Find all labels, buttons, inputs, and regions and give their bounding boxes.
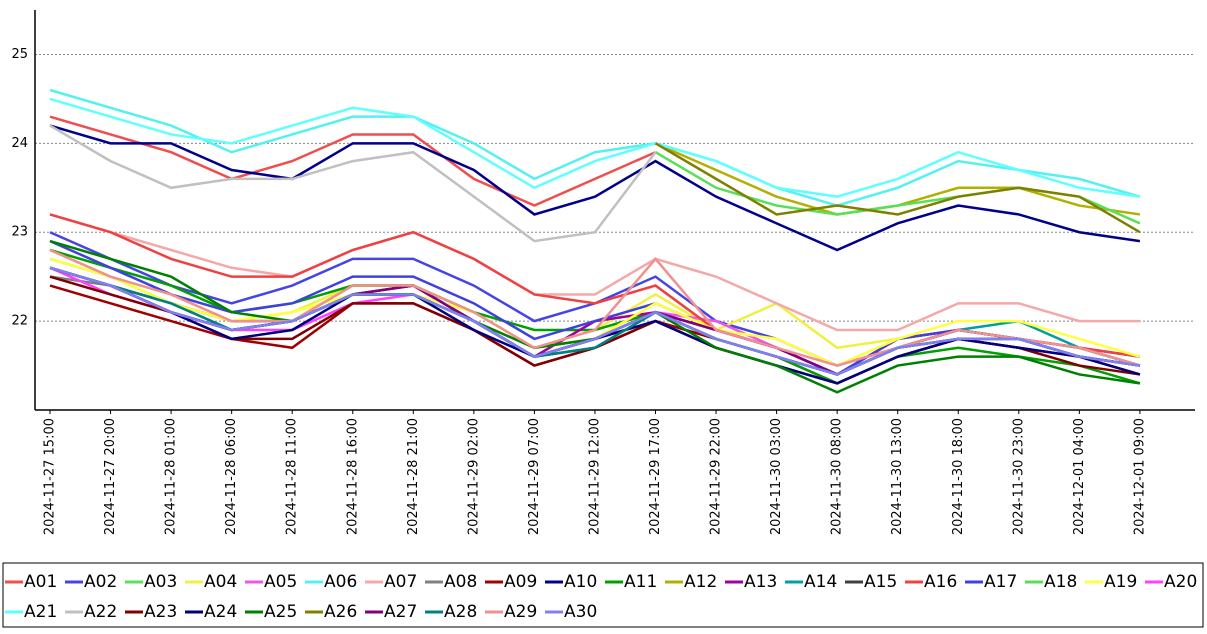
legend-label: A01 xyxy=(24,572,57,592)
legend-label: A17 xyxy=(984,572,1017,592)
legend-label: A09 xyxy=(504,572,537,592)
x-tick-label: 2024-12-01 09:00 xyxy=(1132,418,1147,535)
series-line xyxy=(49,248,1141,367)
x-tick-label: 2024-11-30 18:00 xyxy=(951,418,966,535)
legend-label: A16 xyxy=(924,572,957,592)
legend-label: A03 xyxy=(144,572,177,592)
x-tick-label: 2024-11-29 22:00 xyxy=(709,418,724,535)
x-tick-label: 2024-11-27 15:00 xyxy=(43,418,58,535)
legend-label: A15 xyxy=(864,572,897,592)
series-line xyxy=(654,142,1141,234)
legend-label: A06 xyxy=(324,572,357,592)
legend-label: A07 xyxy=(384,572,417,592)
x-tick-label: 2024-11-29 02:00 xyxy=(466,418,481,535)
legend-label: A30 xyxy=(564,602,597,622)
series-line xyxy=(49,231,1141,367)
legend-label: A29 xyxy=(504,602,537,622)
legend-label: A20 xyxy=(1164,572,1197,592)
legend-label: A05 xyxy=(264,572,297,592)
y-tick-label: 24 xyxy=(11,136,28,151)
legend-label: A14 xyxy=(804,572,837,592)
legend-label: A25 xyxy=(264,602,297,622)
x-tick-label: 2024-11-28 06:00 xyxy=(224,418,239,535)
series-line xyxy=(49,115,657,207)
legend-label: A22 xyxy=(84,602,117,622)
legend-label: A18 xyxy=(1044,572,1077,592)
x-tick-label: 2024-11-30 03:00 xyxy=(769,418,784,535)
y-tick-label: 23 xyxy=(11,225,28,240)
series-line xyxy=(49,97,1141,198)
legend: A01 A02 A03 A04 A05 A06 A07 A08 A09 A10 A11 A12 A13 A… xyxy=(5,572,1197,622)
legend-label: A02 xyxy=(84,572,117,592)
legend-label: A11 xyxy=(624,572,657,592)
legend-label: A27 xyxy=(384,602,417,622)
series-line xyxy=(49,266,1141,376)
legend-box xyxy=(2,562,1204,628)
x-tick-label: 2024-11-28 16:00 xyxy=(345,418,360,535)
x-tick-label: 2024-11-28 11:00 xyxy=(285,418,300,535)
x-tick-label: 2024-12-01 04:00 xyxy=(1072,418,1087,535)
legend-label: A24 xyxy=(204,602,237,622)
x-tick-label: 2024-11-29 17:00 xyxy=(648,418,663,535)
x-tick-label: 2024-11-30 08:00 xyxy=(830,418,845,535)
x-tick-label: 2024-11-28 01:00 xyxy=(164,418,179,535)
x-tick-label: 2024-11-29 07:00 xyxy=(527,418,542,535)
x-tick-label: 2024-11-27 20:00 xyxy=(103,418,118,535)
x-tick-label: 2024-11-29 12:00 xyxy=(587,418,602,535)
series-line xyxy=(49,124,657,243)
x-tick-label: 2024-11-28 21:00 xyxy=(406,418,421,535)
legend-label: A21 xyxy=(24,602,57,622)
legend-label: A10 xyxy=(564,572,597,592)
x-tick-label: 2024-11-30 13:00 xyxy=(890,418,905,535)
y-tick-label: 22 xyxy=(11,314,28,329)
legend-label: A23 xyxy=(144,602,177,622)
series-line xyxy=(49,213,1140,332)
legend-label: A26 xyxy=(324,602,357,622)
legend-label: A28 xyxy=(444,602,477,622)
y-tick-label: 25 xyxy=(11,47,28,62)
legend-label: A08 xyxy=(444,572,477,592)
series-line xyxy=(49,124,1141,252)
legend-label: A12 xyxy=(684,572,717,592)
series-line xyxy=(49,88,1141,207)
series-line xyxy=(49,239,1141,376)
legend-label: A04 xyxy=(204,572,237,592)
legend-label: A19 xyxy=(1104,572,1137,592)
x-tick-label: 2024-11-30 23:00 xyxy=(1011,418,1026,535)
legend-label: A13 xyxy=(744,572,777,592)
